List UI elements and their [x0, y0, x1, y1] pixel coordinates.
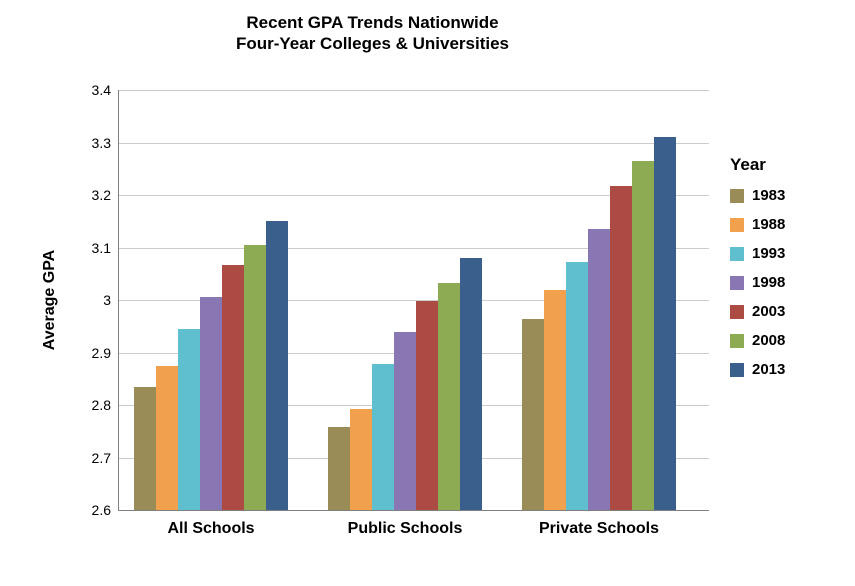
y-tick-label: 2.6 [92, 502, 111, 518]
bar [610, 186, 632, 510]
bar-group: Private Schools [522, 137, 676, 510]
chart-title: Recent GPA Trends Nationwide Four-Year C… [0, 12, 745, 55]
gpa-trends-chart: Recent GPA Trends Nationwide Four-Year C… [0, 0, 855, 586]
y-tick-label: 3.3 [92, 135, 111, 151]
y-tick-label: 2.7 [92, 450, 111, 466]
legend-label: 1993 [752, 245, 785, 262]
legend-title: Year [730, 155, 840, 175]
x-category-label: Public Schools [348, 520, 463, 538]
bar [394, 332, 416, 511]
y-axis-title: Average GPA [41, 250, 59, 350]
bar-group: Public Schools [328, 258, 482, 510]
gridline [119, 90, 709, 91]
y-tick-label: 3.2 [92, 187, 111, 203]
bar [350, 409, 372, 510]
legend-label: 1998 [752, 274, 785, 291]
legend-swatch [730, 334, 744, 348]
bar [588, 229, 610, 510]
bar [178, 329, 200, 510]
legend-label: 2013 [752, 361, 785, 378]
legend-swatch [730, 247, 744, 261]
bar [566, 262, 588, 510]
legend-label: 2003 [752, 303, 785, 320]
bar [544, 290, 566, 511]
bar [244, 245, 266, 510]
bar [328, 427, 350, 510]
legend-item: 2013 [730, 361, 840, 378]
legend-label: 2008 [752, 332, 785, 349]
y-tick-label: 3.1 [92, 240, 111, 256]
bar [222, 265, 244, 510]
chart-title-line1: Recent GPA Trends Nationwide [0, 12, 745, 33]
bar [632, 161, 654, 510]
bar [438, 283, 460, 510]
legend-swatch [730, 189, 744, 203]
bar [654, 137, 676, 510]
legend-item: 2008 [730, 332, 840, 349]
legend-item: 2003 [730, 303, 840, 320]
legend: Year 1983 1988 1993 1998 2003 2008 2013 [730, 155, 840, 390]
y-tick-label: 2.9 [92, 345, 111, 361]
legend-item: 1983 [730, 187, 840, 204]
legend-swatch [730, 305, 744, 319]
bar [522, 319, 544, 510]
legend-swatch [730, 363, 744, 377]
legend-label: 1983 [752, 187, 785, 204]
bar [460, 258, 482, 510]
legend-label: 1988 [752, 216, 785, 233]
x-category-label: Private Schools [539, 520, 659, 538]
bar [200, 297, 222, 510]
bar [156, 366, 178, 510]
y-tick-label: 3.4 [92, 82, 111, 98]
plot-area: 2.62.72.82.933.13.23.33.4All SchoolsPubl… [118, 90, 709, 511]
bar-group: All Schools [134, 221, 288, 510]
legend-item: 1998 [730, 274, 840, 291]
legend-item: 1993 [730, 245, 840, 262]
y-tick-label: 3 [103, 292, 111, 308]
legend-swatch [730, 218, 744, 232]
legend-swatch [730, 276, 744, 290]
y-tick-label: 2.8 [92, 397, 111, 413]
x-category-label: All Schools [167, 520, 254, 538]
bar [134, 387, 156, 510]
bar [372, 364, 394, 510]
bar [266, 221, 288, 510]
legend-item: 1988 [730, 216, 840, 233]
chart-title-line2: Four-Year Colleges & Universities [0, 33, 745, 54]
bar [416, 301, 438, 510]
